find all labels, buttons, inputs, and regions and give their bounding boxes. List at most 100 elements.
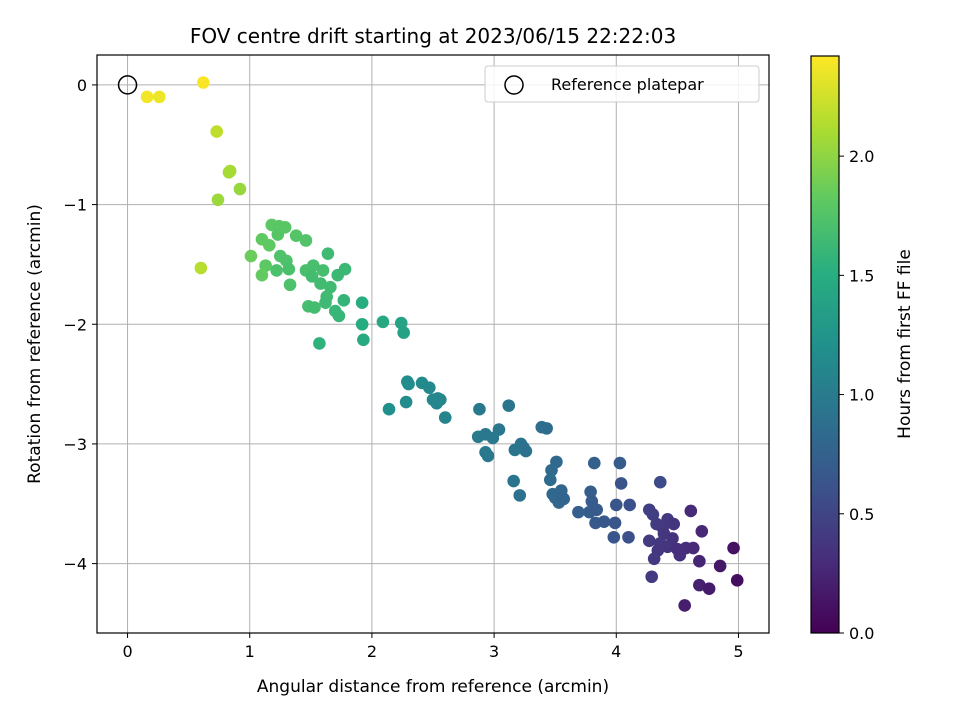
data-point — [661, 540, 674, 554]
data-point — [502, 399, 516, 412]
y-tick-label: 0 — [77, 76, 87, 95]
data-point — [332, 309, 346, 323]
data-point — [140, 90, 154, 104]
data-point — [355, 317, 369, 331]
colorbar-tick-label: 2.0 — [849, 147, 874, 166]
data-point — [402, 377, 415, 391]
data-point — [597, 515, 611, 529]
data-point — [646, 508, 660, 521]
data-point — [222, 165, 236, 179]
data-point — [507, 474, 520, 488]
x-tick-label: 1 — [245, 642, 255, 661]
data-point — [394, 316, 408, 330]
data-point — [271, 228, 285, 241]
data-point — [153, 90, 166, 104]
legend: Reference platepar — [484, 65, 760, 103]
x-tick-label: 4 — [611, 642, 621, 661]
data-point — [545, 463, 558, 477]
data-point — [623, 498, 637, 512]
data-point — [653, 475, 667, 489]
data-point — [244, 249, 258, 263]
data-point — [283, 278, 297, 292]
data-point — [438, 411, 452, 424]
legend-marker — [504, 75, 524, 95]
x-tick-label: 0 — [122, 642, 132, 661]
data-point — [397, 326, 410, 339]
data-point — [481, 449, 495, 463]
data-point — [357, 333, 370, 347]
data-point — [473, 402, 486, 416]
data-point — [259, 259, 272, 272]
data-point — [693, 554, 706, 568]
data-point — [702, 582, 716, 596]
data-point — [607, 530, 621, 544]
data-point — [319, 296, 332, 310]
y-tick-label: −1 — [63, 196, 87, 215]
data-point — [289, 229, 303, 242]
data-point — [608, 516, 622, 530]
data-point — [308, 301, 321, 314]
y-axis-ticks: 0 −1 −2 −3 −4 — [63, 76, 97, 574]
colorbar-tick-label: 0.5 — [849, 505, 874, 524]
data-point — [673, 548, 687, 562]
data-point — [194, 261, 208, 275]
data-point — [338, 262, 352, 276]
x-axis-ticks: 0 1 2 3 4 5 — [122, 633, 744, 661]
data-point — [730, 574, 744, 587]
data-point — [713, 559, 727, 573]
data-point — [622, 530, 635, 544]
data-point — [316, 264, 330, 277]
x-tick-label: 3 — [489, 642, 499, 661]
data-point — [572, 505, 585, 519]
colorbar-frame — [810, 55, 840, 634]
colorbar-label: Hours from first FF file — [895, 249, 915, 439]
data-point — [647, 552, 661, 566]
legend-entry: Reference platepar — [551, 75, 704, 94]
data-point — [305, 270, 319, 283]
colorbar: 0.0 0.5 1.0 1.5 2.0 Hours from first FF file — [810, 55, 915, 643]
data-point — [270, 264, 283, 277]
data-point — [324, 280, 337, 294]
data-point — [727, 541, 740, 555]
data-point — [282, 262, 296, 276]
colorbar-gradient — [811, 56, 839, 633]
data-point — [587, 456, 601, 470]
data-point — [642, 534, 656, 548]
data-point — [557, 492, 571, 506]
data-point — [486, 431, 500, 445]
plot-frame — [96, 54, 770, 634]
data-point — [211, 193, 225, 207]
x-tick-label: 5 — [733, 642, 743, 661]
data-point — [196, 76, 210, 89]
colorbar-tick-label: 1.5 — [849, 266, 874, 285]
data-point — [667, 517, 680, 531]
data-point — [584, 485, 597, 499]
x-tick-label: 2 — [367, 642, 377, 661]
data-point — [609, 498, 623, 512]
data-point — [355, 296, 369, 310]
data-point — [210, 125, 224, 138]
data-point — [513, 489, 527, 502]
data-point — [508, 443, 522, 457]
data-point — [382, 402, 396, 416]
chart-title: FOV centre drift starting at 2023/06/15 … — [190, 24, 676, 48]
data-point — [423, 381, 436, 394]
data-point — [337, 294, 351, 307]
data-point — [262, 238, 276, 252]
data-point — [233, 182, 247, 196]
data-point — [695, 524, 709, 538]
data-point — [645, 570, 659, 584]
data-point — [321, 247, 335, 260]
data-point — [684, 504, 698, 518]
data-point — [686, 541, 700, 555]
colorbar-tick-label: 0.0 — [849, 624, 874, 643]
colorbar-tick-label: 1.0 — [849, 386, 874, 405]
data-point — [543, 473, 557, 487]
legend-box — [484, 65, 760, 103]
data-point — [678, 599, 691, 612]
y-tick-label: −4 — [63, 555, 87, 574]
y-tick-label: −2 — [63, 315, 87, 334]
data-point — [255, 268, 269, 282]
data-point — [519, 444, 533, 458]
